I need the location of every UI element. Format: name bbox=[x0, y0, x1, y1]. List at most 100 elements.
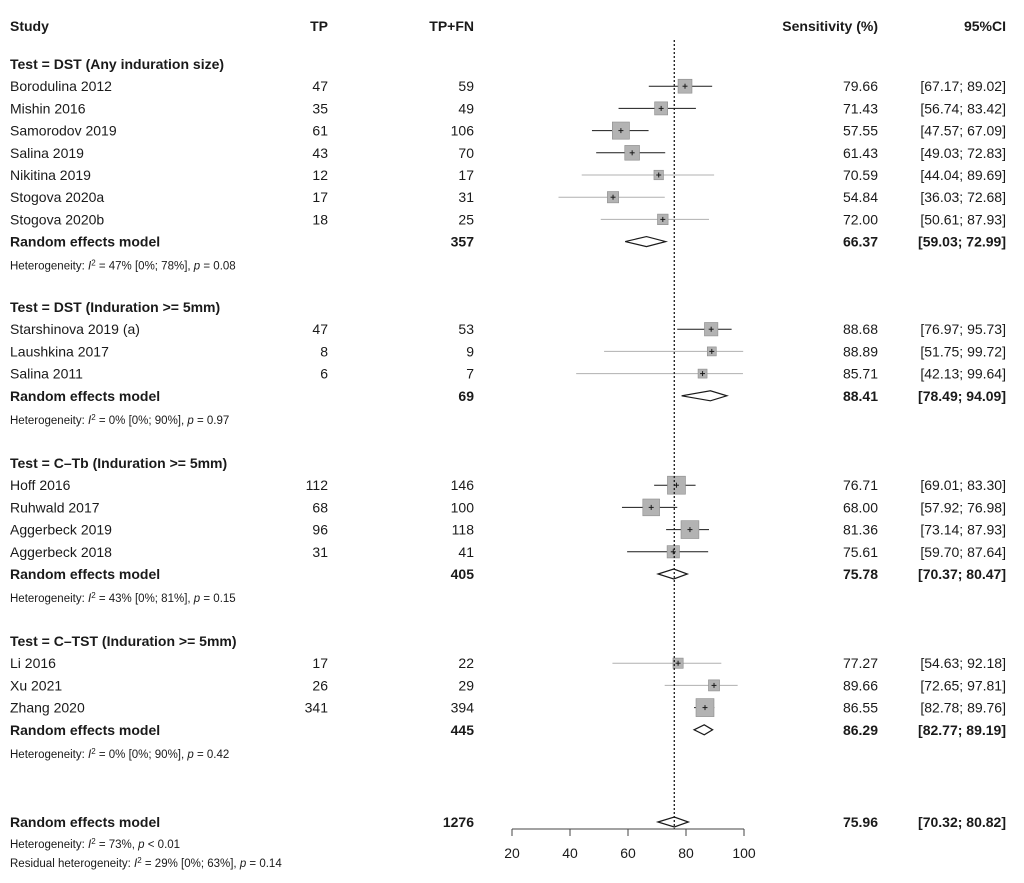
study-sensitivity: 71.43 bbox=[843, 100, 878, 116]
x-tick-label: 80 bbox=[678, 845, 694, 861]
study-tp: 31 bbox=[312, 544, 328, 560]
study-name: Starshinova 2019 (a) bbox=[10, 321, 140, 337]
study-sensitivity: 75.61 bbox=[843, 544, 878, 560]
overall-heterogeneity-line: Heterogeneity: I2 = 73%, p < 0.01 bbox=[10, 837, 180, 852]
study-ci: [67.17; 89.02] bbox=[920, 78, 1006, 94]
x-tick-label: 20 bbox=[504, 845, 520, 861]
residual-heterogeneity-line: Residual heterogeneity: I2 = 29% [0%; 63… bbox=[10, 856, 282, 871]
overall-sensitivity: 75.96 bbox=[843, 814, 878, 830]
heterogeneity-sup: 2 bbox=[91, 591, 96, 600]
study-ci: [42.13; 99.64] bbox=[920, 366, 1006, 382]
study-sensitivity: 54.84 bbox=[843, 189, 878, 205]
study-tp-fn: 146 bbox=[451, 477, 475, 493]
heterogeneity-prefix: Heterogeneity: bbox=[10, 593, 88, 605]
group-title: Test = C–TST (Induration >= 5mm) bbox=[10, 633, 237, 649]
heterogeneity-pval: = 0.42 bbox=[194, 749, 230, 761]
study-tp-fn: 9 bbox=[466, 343, 474, 359]
study-tp-fn: 106 bbox=[451, 123, 475, 139]
study-sensitivity: 81.36 bbox=[843, 522, 878, 538]
study-name: Borodulina 2012 bbox=[10, 78, 112, 94]
study-ci: [51.75; 99.72] bbox=[920, 343, 1006, 359]
study-sensitivity: 88.89 bbox=[843, 343, 878, 359]
heterogeneity-pval: = 0.97 bbox=[194, 415, 230, 427]
study-name: Aggerbeck 2019 bbox=[10, 522, 112, 538]
heterogeneity-pval: = 0.08 bbox=[200, 261, 236, 273]
study-tp-fn: 394 bbox=[451, 700, 475, 716]
heterogeneity-rest: = 29% [0%; 63%], bbox=[142, 858, 240, 870]
study-name: Samorodov 2019 bbox=[10, 123, 117, 139]
study-ci: [82.78; 89.76] bbox=[920, 700, 1006, 716]
study-sensitivity: 89.66 bbox=[843, 677, 878, 693]
study-tp-fn: 100 bbox=[451, 499, 475, 515]
study-sensitivity: 72.00 bbox=[843, 211, 878, 227]
pooled-ci: [82.77; 89.19] bbox=[918, 722, 1006, 738]
pooled-sensitivity: 66.37 bbox=[843, 234, 878, 250]
study-tp: 12 bbox=[312, 167, 328, 183]
pooled-tp-fn: 69 bbox=[458, 388, 474, 404]
study-tp-fn: 118 bbox=[452, 522, 475, 538]
header-95ci: 95%CI bbox=[964, 18, 1006, 34]
heterogeneity-pval: = 0.14 bbox=[246, 858, 282, 870]
study-name: Li 2016 bbox=[10, 655, 56, 671]
study-tp: 68 bbox=[312, 499, 328, 515]
header-study: Study bbox=[10, 18, 49, 34]
study-tp: 47 bbox=[312, 78, 328, 94]
header-tp: TP bbox=[310, 18, 328, 34]
pooled-label: Random effects model bbox=[10, 388, 160, 404]
pooled-diamond bbox=[656, 568, 690, 580]
heterogeneity-p: p bbox=[239, 858, 247, 870]
study-tp-fn: 70 bbox=[458, 145, 474, 161]
group-title: Test = DST (Induration >= 5mm) bbox=[10, 299, 220, 315]
study-name: Stogova 2020b bbox=[10, 211, 104, 227]
overall-label: Random effects model bbox=[10, 814, 160, 830]
study-tp-fn: 22 bbox=[458, 655, 474, 671]
study-name: Mishin 2016 bbox=[10, 100, 86, 116]
study-ci: [54.63; 92.18] bbox=[920, 655, 1006, 671]
study-name: Salina 2019 bbox=[10, 145, 84, 161]
heterogeneity-i2: I bbox=[88, 593, 92, 605]
pooled-label: Random effects model bbox=[10, 722, 160, 738]
pooled-label: Random effects model bbox=[10, 234, 160, 250]
study-ci: [47.57; 67.09] bbox=[920, 123, 1006, 139]
study-tp-fn: 53 bbox=[458, 321, 474, 337]
study-tp: 61 bbox=[312, 123, 328, 139]
heterogeneity-line: Heterogeneity: I2 = 47% [0%; 78%], p = 0… bbox=[10, 258, 236, 273]
pooled-tp-fn: 445 bbox=[451, 722, 475, 738]
study-sensitivity: 77.27 bbox=[843, 655, 878, 671]
heterogeneity-p: p bbox=[193, 593, 201, 605]
study-ci: [76.97; 95.73] bbox=[920, 321, 1006, 337]
study-tp: 96 bbox=[312, 522, 328, 538]
study-tp-fn: 49 bbox=[458, 100, 474, 116]
heterogeneity-pval: = 0.15 bbox=[200, 593, 236, 605]
study-ci: [49.03; 72.83] bbox=[920, 145, 1006, 161]
study-ci: [73.14; 87.93] bbox=[920, 522, 1006, 538]
study-name: Zhang 2020 bbox=[10, 700, 85, 716]
header-tp-fn: TP+FN bbox=[429, 18, 474, 34]
study-name: Salina 2011 bbox=[10, 366, 83, 382]
study-tp: 341 bbox=[305, 700, 329, 716]
study-tp-fn: 25 bbox=[458, 211, 474, 227]
pooled-tp-fn: 405 bbox=[451, 566, 475, 582]
pooled-sensitivity: 75.78 bbox=[843, 566, 878, 582]
study-ci: [72.65; 97.81] bbox=[920, 677, 1006, 693]
pooled-label: Random effects model bbox=[10, 566, 160, 582]
study-tp-fn: 59 bbox=[458, 78, 474, 94]
study-sensitivity: 79.66 bbox=[843, 78, 878, 94]
heterogeneity-prefix: Heterogeneity: bbox=[10, 749, 88, 761]
study-name: Ruhwald 2017 bbox=[10, 499, 100, 515]
study-ci: [36.03; 72.68] bbox=[920, 189, 1006, 205]
study-tp-fn: 7 bbox=[466, 366, 474, 382]
heterogeneity-sup: 2 bbox=[91, 258, 96, 267]
study-name: Aggerbeck 2018 bbox=[10, 544, 112, 560]
heterogeneity-p: p bbox=[186, 415, 194, 427]
heterogeneity-sup: 2 bbox=[137, 856, 142, 865]
study-tp: 6 bbox=[320, 366, 328, 382]
header-sensitivity: Sensitivity (%) bbox=[782, 18, 878, 34]
overall-ci: [70.32; 80.82] bbox=[918, 814, 1006, 830]
heterogeneity-prefix: Heterogeneity: bbox=[10, 839, 88, 851]
heterogeneity-line: Heterogeneity: I2 = 0% [0%; 90%], p = 0.… bbox=[10, 746, 229, 761]
study-ci: [69.01; 83.30] bbox=[920, 477, 1006, 493]
study-tp: 47 bbox=[312, 321, 328, 337]
study-sensitivity: 61.43 bbox=[843, 145, 878, 161]
